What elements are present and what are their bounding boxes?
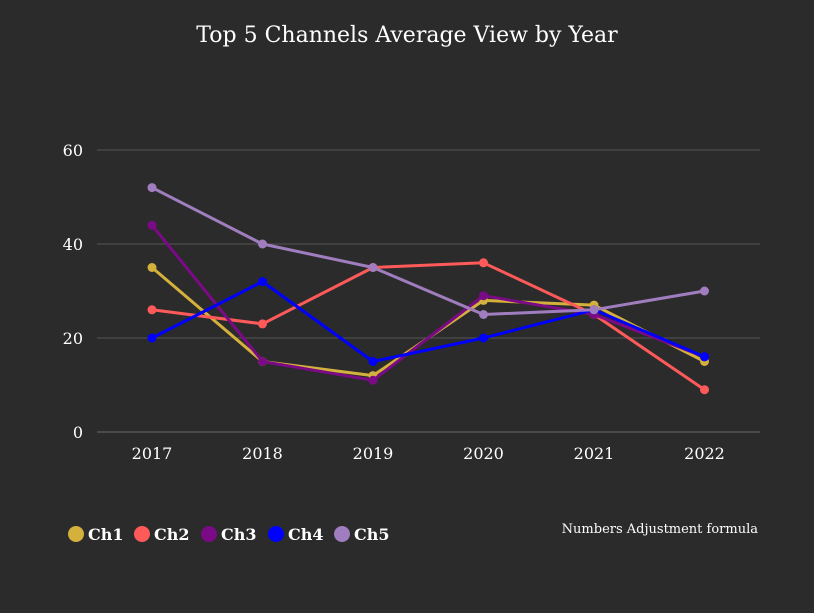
x-axis-ticks: 2017 2018 2019 2020 2021 2022: [132, 444, 725, 463]
legend-marker: [68, 526, 84, 542]
data-point: [589, 305, 599, 315]
data-point: [258, 277, 267, 287]
gridlines: [97, 149, 760, 433]
data-point: [368, 263, 378, 272]
data-point: [479, 310, 488, 319]
legend-marker: [201, 526, 217, 542]
data-point: [479, 291, 488, 301]
legend-label: Ch4: [288, 525, 324, 544]
legend-item[interactable]: Ch5: [334, 525, 390, 544]
legend-item[interactable]: Ch3: [201, 525, 257, 544]
x-tick-label: 2022: [684, 444, 725, 463]
data-point: [258, 319, 267, 329]
x-tick-label: 2017: [132, 444, 173, 463]
legend-marker: [334, 526, 350, 542]
data-point: [368, 375, 378, 385]
data-point: [147, 183, 157, 193]
y-tick-label: 0: [73, 423, 83, 442]
series-line: [150, 186, 706, 316]
x-tick-label: 2018: [242, 444, 283, 463]
formula-annotation: Numbers Adjustment formula: [562, 522, 759, 537]
legend: Ch1 Ch2 Ch3 Ch4 Ch5: [68, 525, 390, 544]
legend-item[interactable]: Ch4: [268, 525, 324, 544]
x-tick-label: 2021: [574, 444, 615, 463]
data-point: [258, 239, 267, 249]
data-point: [479, 333, 488, 343]
data-point: [700, 385, 709, 395]
y-tick-label: 40: [63, 235, 83, 254]
data-point: [258, 357, 267, 366]
data-point: [700, 352, 709, 362]
series-lines: [147, 183, 709, 395]
legend-item[interactable]: Ch2: [134, 525, 190, 544]
series-line: [150, 280, 706, 363]
data-point: [147, 220, 157, 230]
legend-marker: [268, 526, 284, 542]
legend-label: Ch2: [154, 525, 190, 544]
data-point: [147, 263, 157, 272]
legend-label: Ch3: [221, 525, 257, 544]
data-point: [147, 305, 157, 315]
data-point: [368, 357, 378, 366]
series-ch3: [147, 220, 709, 385]
y-axis-ticks: 0 20 40 60: [63, 141, 83, 442]
data-point: [700, 286, 709, 296]
series-ch5: [147, 183, 709, 319]
x-tick-label: 2019: [353, 444, 394, 463]
series-line: [150, 223, 706, 382]
series-line: [150, 261, 706, 392]
legend-item[interactable]: Ch1: [68, 525, 124, 544]
data-point: [147, 333, 157, 343]
legend-marker: [134, 526, 150, 542]
legend-label: Ch5: [354, 525, 390, 544]
y-tick-label: 60: [63, 141, 83, 160]
legend-label: Ch1: [88, 525, 124, 544]
chart-title: Top 5 Channels Average View by Year: [196, 23, 618, 48]
data-point: [479, 258, 488, 268]
x-tick-label: 2020: [463, 444, 504, 463]
y-tick-label: 20: [63, 329, 83, 348]
